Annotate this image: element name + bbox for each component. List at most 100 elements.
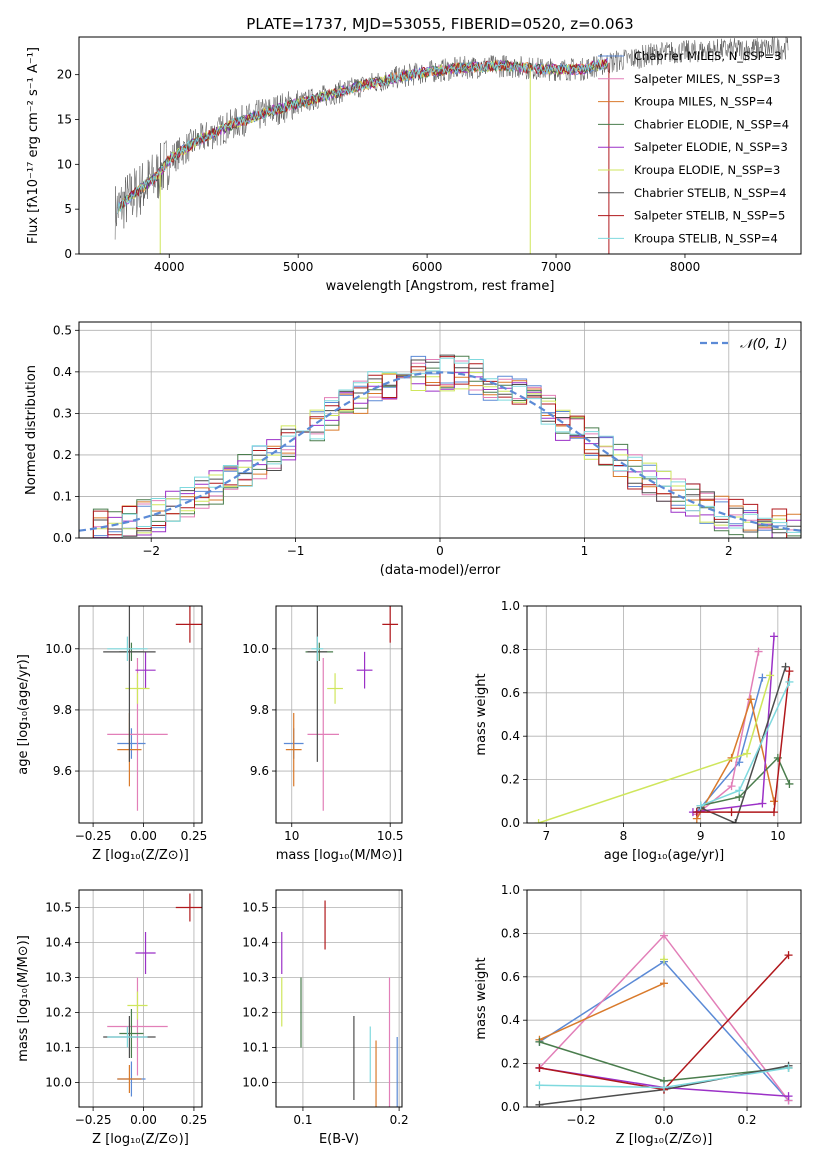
age-vs-z-ytick-label: 9.8 xyxy=(53,703,72,717)
weight-vs-z-ylabel: mass weight xyxy=(474,957,489,1039)
weight-point-marker xyxy=(535,1037,544,1046)
mass-vs-ebv-ytick-label: 10.1 xyxy=(242,1041,269,1055)
mass-vs-ebv-ytick-label: 10.0 xyxy=(242,1076,269,1090)
weight-vs-age-ytick-label: 1.0 xyxy=(501,599,520,613)
weight-vs-age-ylabel: mass weight xyxy=(474,673,489,755)
weight-point-marker xyxy=(784,1092,793,1101)
residuals-xtick-label: 0 xyxy=(436,544,444,558)
residuals-ytick-label: 0.3 xyxy=(53,406,72,420)
weight-series-line xyxy=(696,696,775,820)
weight-point-marker xyxy=(754,647,763,656)
residuals-xtick-label: −1 xyxy=(287,544,305,558)
mass-vs-z-xtick-label: 0.25 xyxy=(181,1113,208,1127)
residuals-frame xyxy=(78,321,802,539)
spectrum-plot-area xyxy=(114,37,789,254)
spectrum-axes: 4000 5000 6000 7000 8000 0 5 10 15 20 wavelength [… xyxy=(26,36,802,294)
mass-vs-z-ytick-label: 10.0 xyxy=(45,1076,72,1090)
spectrum-legend-label: Chabrier MILES, N_SSP=3 xyxy=(634,49,781,63)
weight-point-marker xyxy=(735,786,744,795)
spectrum-legend-label: Kroupa STELIB, N_SSP=4 xyxy=(634,231,778,245)
weight-vs-age-xtick-label: 8 xyxy=(620,829,628,843)
weight-vs-z-xlabel: Z [log₁₀(Z/Z⊙)] xyxy=(616,1132,713,1147)
residuals-xtick-label: −2 xyxy=(142,544,160,558)
weight-point-marker xyxy=(742,749,751,758)
age-vs-mass-xlabel: mass [log₁₀(M/M⊙)] xyxy=(276,848,403,863)
weight-vs-age-ytick-label: 0.0 xyxy=(501,816,520,830)
mass-vs-ebv-ytick-label: 10.2 xyxy=(242,1006,269,1020)
age-vs-mass-ytick-label: 9.8 xyxy=(250,703,269,717)
mass-vs-z-ytick-label: 10.2 xyxy=(45,1006,72,1020)
spectrum-legend-label: Kroupa MILES, N_SSP=4 xyxy=(634,95,773,109)
weight-point-marker xyxy=(781,662,790,671)
weight-point-marker xyxy=(766,671,775,680)
spectrum-ytick-label: 0 xyxy=(64,247,72,261)
weight-point-marker xyxy=(769,808,778,817)
mass-vs-ebv-ytick-label: 10.5 xyxy=(242,901,269,915)
age-vs-z-ylabel: age [log₁₀(age/yr)] xyxy=(16,654,31,775)
mass-vs-ebv-ytick-label: 10.3 xyxy=(242,971,269,985)
residuals-ytick-label: 0.1 xyxy=(53,489,72,503)
weight-vs-z-xtick-label: −0.2 xyxy=(566,1113,595,1127)
mass-vs-ebv-frame xyxy=(275,889,403,1108)
weight-vs-z-plot-area xyxy=(527,890,801,1107)
spectrum-ylabel: Flux [fλ10⁻¹⁷ erg cm⁻² s⁻¹ A⁻¹] xyxy=(26,47,41,244)
weight-point-marker xyxy=(785,677,794,686)
weight-point-marker xyxy=(696,801,705,810)
spectrum-ytick-label: 15 xyxy=(57,112,72,126)
spectrum-legend-label: Chabrier ELODIE, N_SSP=4 xyxy=(634,117,789,131)
mass-vs-z-xtick-label: −0.25 xyxy=(75,1113,112,1127)
weight-series-line xyxy=(700,666,787,823)
mass-vs-z-xtick-label: 0.00 xyxy=(130,1113,157,1127)
residuals-ytick-label: 0.2 xyxy=(53,448,72,462)
residuals-xtick-label: 1 xyxy=(581,544,589,558)
weight-point-marker xyxy=(746,695,755,704)
weight-vs-age-ytick-label: 0.2 xyxy=(501,773,520,787)
spectrum-xtick-label: 6000 xyxy=(412,260,443,274)
weight-vs-age-frame xyxy=(526,605,802,824)
weight-series-line xyxy=(696,671,791,813)
residuals-ylabel: Normed distribution xyxy=(24,365,39,495)
weight-point-marker xyxy=(769,797,778,806)
spectrum-xtick-label: 7000 xyxy=(541,260,572,274)
spectrum-xtick-label: 5000 xyxy=(283,260,314,274)
weight-point-marker xyxy=(784,951,793,960)
mass-vs-ebv-axes: 0.1 0.2 10.0 10.1 10.2 10.3 10.4 10.5 E(B-V) xyxy=(242,889,409,1147)
spectrum-ytick-label: 20 xyxy=(57,68,72,82)
weight-point-marker xyxy=(758,673,767,682)
age-vs-z-ytick-label: 9.6 xyxy=(53,764,72,778)
age-vs-mass-ytick-label: 9.6 xyxy=(250,764,269,778)
weight-vs-age-ytick-label: 0.6 xyxy=(501,686,520,700)
weight-vs-age-ytick-label: 0.4 xyxy=(501,729,520,743)
weight-vs-age-xtick-label: 7 xyxy=(542,829,550,843)
weight-series-line xyxy=(539,982,665,1041)
mass-vs-z-ytick-label: 10.4 xyxy=(45,936,72,950)
weight-vs-age-plot-area xyxy=(527,606,801,823)
residuals-legend: 𝒩(0, 1) xyxy=(700,337,787,352)
weight-vs-z-xtick-label: 0.0 xyxy=(654,1113,673,1127)
weight-point-marker xyxy=(660,955,668,964)
mass-vs-z-ytick-label: 10.1 xyxy=(45,1041,72,1055)
mass-vs-ebv-xtick-label: 0.1 xyxy=(293,1113,312,1127)
weight-vs-z-ytick-label: 0.8 xyxy=(501,926,520,940)
age-vs-mass-plot-area xyxy=(276,606,402,823)
mass-vs-z-ytick-label: 10.5 xyxy=(45,901,72,915)
weight-vs-z-xtick-label: 0.2 xyxy=(737,1113,756,1127)
weight-point-marker xyxy=(692,808,701,817)
residuals-ytick-label: 0.0 xyxy=(53,531,72,545)
weight-point-marker xyxy=(727,782,736,791)
weight-point-marker xyxy=(535,1100,544,1107)
weight-vs-z-ytick-label: 1.0 xyxy=(501,883,520,897)
mass-vs-ebv-xlabel: E(B-V) xyxy=(319,1132,359,1147)
age-vs-z-xtick-label: 0.00 xyxy=(130,829,157,843)
age-vs-mass-ytick-label: 10.0 xyxy=(242,642,269,656)
residuals-plot-area xyxy=(79,322,801,538)
weight-point-marker xyxy=(785,779,794,788)
age-vs-z-xtick-label: 0.25 xyxy=(181,829,208,843)
mass-vs-z-frame xyxy=(78,889,203,1108)
weight-point-marker xyxy=(660,979,668,988)
weight-vs-z-ytick-label: 0.4 xyxy=(501,1013,520,1027)
spectrum-legend-label: Chabrier STELIB, N_SSP=4 xyxy=(634,186,786,200)
weight-vs-age-axes: 7 8 9 10 0.0 0.2 0.4 0.6 0.8 1.0 age [log₁₀(age/yr… xyxy=(474,599,802,863)
weight-point-marker xyxy=(535,1063,544,1072)
